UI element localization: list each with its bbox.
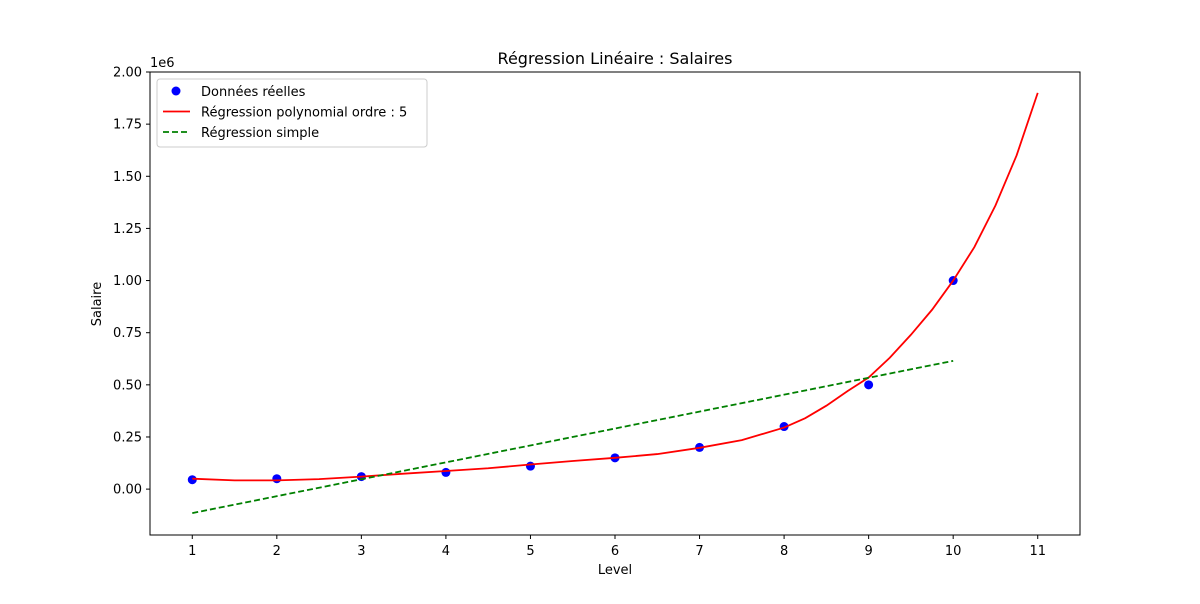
- data-point: [864, 380, 874, 390]
- plot-area: 1 2 3 4 5 6 7 8 9 10 11 0.00 0.25 0.50 0.75 1.00 1.25 1.5…: [113, 66, 1081, 559]
- x-axis-label: Level: [598, 563, 632, 578]
- y-tick-label: 0.00: [113, 483, 142, 498]
- legend: Données réelles Régression polynomial ord…: [156, 78, 428, 148]
- x-tick-label: 1: [188, 544, 196, 559]
- y-axis-label: Salaire: [90, 282, 105, 326]
- y-tick-label: 2.00: [113, 66, 142, 81]
- x-tick-label: 8: [780, 544, 788, 559]
- x-tick-label: 10: [945, 544, 962, 559]
- y-tick-label: 1.75: [113, 118, 142, 133]
- x-tick-label: 5: [526, 544, 534, 559]
- x-tick-label: 4: [442, 544, 450, 559]
- x-tick-label: 3: [357, 544, 365, 559]
- y-offset-label: 1e6: [150, 56, 175, 71]
- plot-frame: [149, 71, 1081, 536]
- y-tick-label: 0.75: [113, 326, 142, 341]
- chart-title: Régression Linéaire : Salaires: [498, 49, 733, 68]
- x-tick-label: 7: [695, 544, 703, 559]
- y-tick-label: 0.25: [113, 430, 142, 445]
- x-tick-label: 11: [1029, 544, 1046, 559]
- legend-label: Données réelles: [201, 85, 306, 100]
- y-tick-label: 0.50: [113, 378, 142, 393]
- data-point: [441, 467, 451, 477]
- legend-box: [156, 78, 428, 148]
- y-tick-label: 1.25: [113, 222, 142, 237]
- data-point: [525, 461, 535, 471]
- legend-marker: [171, 86, 181, 96]
- x-tick-label: 9: [864, 544, 872, 559]
- legend-label: Régression polynomial ordre : 5: [201, 106, 407, 121]
- series-line: [192, 359, 954, 514]
- y-tick-label: 1.50: [113, 170, 142, 185]
- data-point: [272, 474, 282, 484]
- data-point: [187, 475, 197, 485]
- x-tick-label: 2: [273, 544, 281, 559]
- legend-label: Régression simple: [201, 126, 319, 141]
- x-tick-label: 6: [611, 544, 619, 559]
- series-line: [192, 92, 1039, 482]
- y-tick-label: 1.00: [113, 274, 142, 289]
